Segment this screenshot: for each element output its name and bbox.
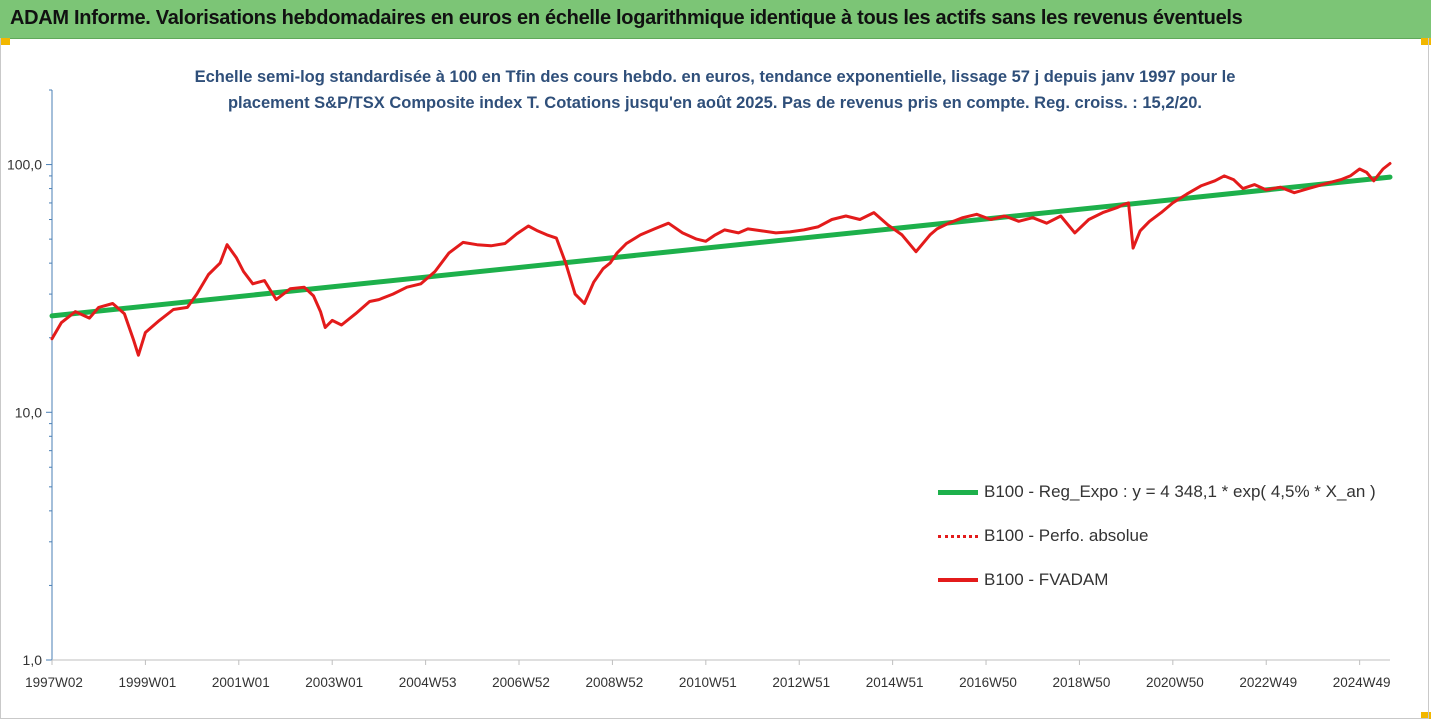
x-tick-label: 2014W51 (866, 675, 924, 690)
x-tick-label: 2003W01 (305, 675, 363, 690)
legend-label-fvadam: B100 - FVADAM (984, 570, 1109, 589)
corner-mark-right (1421, 38, 1431, 45)
banner-title: ADAM Informe. Valorisations hebdomadaire… (10, 7, 1243, 29)
regression-line (49, 174, 1393, 319)
chart-title: Echelle semi-log standardisée à 100 en T… (120, 64, 1310, 116)
legend-swatch-fvadam (938, 578, 978, 582)
x-tick-label: 2006W52 (492, 675, 550, 690)
x-tick-label: 2024W49 (1333, 675, 1391, 690)
chart-title-line-1: Echelle semi-log standardisée à 100 en T… (194, 68, 1236, 86)
y-tick-label: 10,0 (15, 404, 42, 420)
chart-title-line-2: placement S&P/TSX Composite index T. Cot… (227, 94, 1203, 112)
x-tick-label: 2008W52 (586, 675, 644, 690)
legend-swatch-regression (938, 490, 978, 495)
chart-frame (0, 38, 1429, 719)
x-tick-label: 2016W50 (959, 675, 1017, 690)
fvadam-line (50, 162, 1392, 357)
x-tick-label: 2020W50 (1146, 675, 1204, 690)
x-tick-label: 2012W51 (772, 675, 830, 690)
legend-label-regression: B100 - Reg_Expo : y = 4 348,1 * exp( 4,5… (984, 482, 1376, 501)
corner-mark-bottom-right (1421, 712, 1431, 719)
y-tick-label: 1,0 (23, 652, 43, 668)
y-tick-label: 100,0 (7, 157, 42, 173)
x-tick-label: 2022W49 (1239, 675, 1297, 690)
title-banner: ADAM Informe. Valorisations hebdomadaire… (0, 0, 1431, 39)
x-tick-label: 2004W53 (399, 675, 457, 690)
legend-swatch-perfo-absolue (938, 535, 978, 538)
x-tick-label: 2010W51 (679, 675, 737, 690)
x-tick-label: 2018W50 (1053, 675, 1111, 690)
x-tick-label: 1997W02 (25, 675, 83, 690)
x-tick-label: 2001W01 (212, 675, 270, 690)
corner-mark-left (0, 38, 10, 45)
x-tick-label: 1999W01 (119, 675, 177, 690)
legend-label-perfo-absolue: B100 - Perfo. absolue (984, 526, 1149, 545)
